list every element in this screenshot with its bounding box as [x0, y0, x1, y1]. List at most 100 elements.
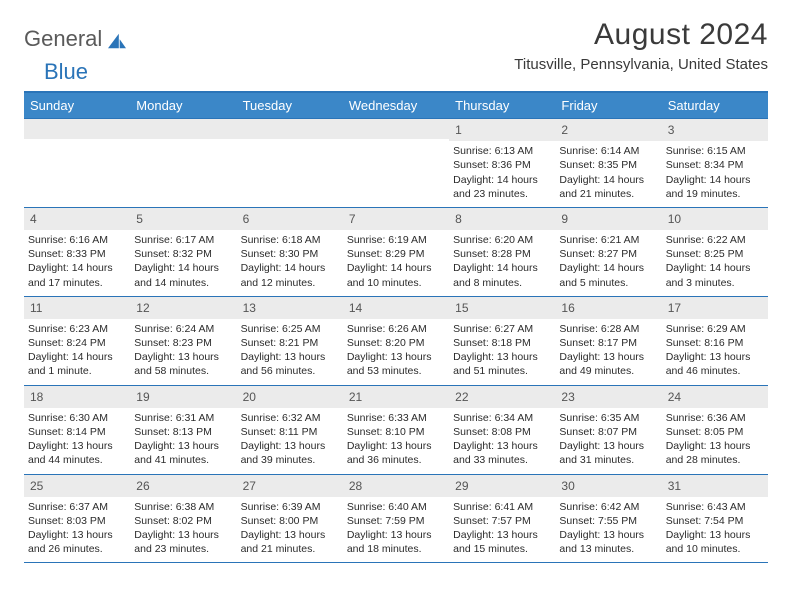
day-info-line: Sunset: 8:32 PM	[134, 247, 232, 261]
day-info-line: Sunset: 8:18 PM	[453, 336, 551, 350]
day-number: 7	[343, 208, 449, 230]
day-info-line: Sunrise: 6:20 AM	[453, 233, 551, 247]
weekday-header: Wednesday	[343, 93, 449, 118]
day-info-line: Sunset: 8:29 PM	[347, 247, 445, 261]
day-info-line: and 21 minutes.	[241, 542, 339, 556]
day-info-line: and 18 minutes.	[347, 542, 445, 556]
day-content: Sunrise: 6:13 AMSunset: 8:36 PMDaylight:…	[449, 144, 555, 207]
day-info-line: Sunrise: 6:35 AM	[559, 411, 657, 425]
day-content: Sunrise: 6:22 AMSunset: 8:25 PMDaylight:…	[662, 233, 768, 296]
day-info-line: Sunrise: 6:32 AM	[241, 411, 339, 425]
day-info-line: Sunset: 8:24 PM	[28, 336, 126, 350]
brand-part1: General	[24, 26, 102, 52]
day-info-line: and 23 minutes.	[453, 187, 551, 201]
day-info-line: and 51 minutes.	[453, 364, 551, 378]
day-info-line: and 41 minutes.	[134, 453, 232, 467]
day-content	[237, 142, 343, 148]
day-info-line: and 53 minutes.	[347, 364, 445, 378]
day-cell: 11Sunrise: 6:23 AMSunset: 8:24 PMDayligh…	[24, 297, 130, 385]
day-number: 2	[555, 119, 661, 141]
day-info-line: Daylight: 13 hours	[347, 439, 445, 453]
weekday-header: Saturday	[662, 93, 768, 118]
day-cell: 4Sunrise: 6:16 AMSunset: 8:33 PMDaylight…	[24, 208, 130, 296]
day-info-line: Sunset: 8:35 PM	[559, 158, 657, 172]
day-info-line: Sunset: 8:20 PM	[347, 336, 445, 350]
day-content: Sunrise: 6:36 AMSunset: 8:05 PMDaylight:…	[662, 411, 768, 474]
day-content	[24, 142, 130, 148]
day-content: Sunrise: 6:23 AMSunset: 8:24 PMDaylight:…	[24, 322, 130, 385]
day-number: 22	[449, 386, 555, 408]
day-content: Sunrise: 6:42 AMSunset: 7:55 PMDaylight:…	[555, 500, 661, 563]
day-info-line: Sunset: 7:57 PM	[453, 514, 551, 528]
day-info-line: Sunrise: 6:25 AM	[241, 322, 339, 336]
day-info-line: Daylight: 13 hours	[241, 439, 339, 453]
day-info-line: Sunrise: 6:16 AM	[28, 233, 126, 247]
day-info-line: Sunrise: 6:27 AM	[453, 322, 551, 336]
day-info-line: Sunset: 8:21 PM	[241, 336, 339, 350]
day-info-line: and 10 minutes.	[666, 542, 764, 556]
day-content: Sunrise: 6:17 AMSunset: 8:32 PMDaylight:…	[130, 233, 236, 296]
day-cell: 26Sunrise: 6:38 AMSunset: 8:02 PMDayligh…	[130, 475, 236, 563]
weekday-header: Monday	[130, 93, 236, 118]
day-info-line: Daylight: 14 hours	[666, 261, 764, 275]
day-info-line: Sunrise: 6:24 AM	[134, 322, 232, 336]
brand-part2: Blue	[44, 59, 88, 85]
day-info-line: Daylight: 14 hours	[241, 261, 339, 275]
day-info-line: Sunrise: 6:22 AM	[666, 233, 764, 247]
day-cell: 27Sunrise: 6:39 AMSunset: 8:00 PMDayligh…	[237, 475, 343, 563]
day-info-line: and 39 minutes.	[241, 453, 339, 467]
day-cell: 9Sunrise: 6:21 AMSunset: 8:27 PMDaylight…	[555, 208, 661, 296]
day-info-line: Daylight: 13 hours	[347, 528, 445, 542]
day-info-line: Sunset: 8:34 PM	[666, 158, 764, 172]
day-info-line: Sunrise: 6:30 AM	[28, 411, 126, 425]
day-info-line: Sunset: 8:16 PM	[666, 336, 764, 350]
day-content: Sunrise: 6:34 AMSunset: 8:08 PMDaylight:…	[449, 411, 555, 474]
day-info-line: Sunrise: 6:23 AM	[28, 322, 126, 336]
day-info-line: Sunset: 8:36 PM	[453, 158, 551, 172]
day-info-line: and 28 minutes.	[666, 453, 764, 467]
day-info-line: and 26 minutes.	[28, 542, 126, 556]
day-content: Sunrise: 6:38 AMSunset: 8:02 PMDaylight:…	[130, 500, 236, 563]
day-info-line: Daylight: 13 hours	[453, 528, 551, 542]
day-content: Sunrise: 6:41 AMSunset: 7:57 PMDaylight:…	[449, 500, 555, 563]
day-cell: 22 Sunrise: 6:34 AMSunset: 8:08 PMDayligh…	[449, 386, 555, 474]
day-info-line: Daylight: 13 hours	[666, 350, 764, 364]
day-content: Sunrise: 6:19 AMSunset: 8:29 PMDaylight:…	[343, 233, 449, 296]
day-cell: 31Sunrise: 6:43 AMSunset: 7:54 PMDayligh…	[662, 475, 768, 563]
day-info-line: and 8 minutes.	[453, 276, 551, 290]
day-content: Sunrise: 6:18 AMSunset: 8:30 PMDaylight:…	[237, 233, 343, 296]
day-info-line: Sunset: 8:11 PM	[241, 425, 339, 439]
day-number: 15	[449, 297, 555, 319]
month-title: August 2024	[514, 18, 768, 52]
day-number: 21	[343, 386, 449, 408]
day-info-line: Daylight: 14 hours	[134, 261, 232, 275]
day-info-line: Sunrise: 6:26 AM	[347, 322, 445, 336]
day-info-line: Daylight: 13 hours	[28, 528, 126, 542]
day-info-line: and 58 minutes.	[134, 364, 232, 378]
day-number: 23	[555, 386, 661, 408]
day-number: 28	[343, 475, 449, 497]
day-info-line: Sunset: 8:14 PM	[28, 425, 126, 439]
day-info-line: Sunset: 8:25 PM	[666, 247, 764, 261]
day-info-line: Daylight: 14 hours	[347, 261, 445, 275]
day-info-line: Sunrise: 6:37 AM	[28, 500, 126, 514]
day-content: Sunrise: 6:16 AMSunset: 8:33 PMDaylight:…	[24, 233, 130, 296]
week-row: 11Sunrise: 6:23 AMSunset: 8:24 PMDayligh…	[24, 297, 768, 386]
day-cell: 1Sunrise: 6:13 AMSunset: 8:36 PMDaylight…	[449, 119, 555, 207]
day-info-line: Sunset: 8:07 PM	[559, 425, 657, 439]
day-info-line: Daylight: 13 hours	[134, 350, 232, 364]
day-info-line: Sunset: 8:03 PM	[28, 514, 126, 528]
day-cell: 19Sunrise: 6:31 AMSunset: 8:13 PMDayligh…	[130, 386, 236, 474]
day-info-line: Sunrise: 6:17 AM	[134, 233, 232, 247]
day-info-line: Sunrise: 6:29 AM	[666, 322, 764, 336]
day-info-line: Daylight: 14 hours	[453, 173, 551, 187]
day-info-line: and 15 minutes.	[453, 542, 551, 556]
day-info-line: Sunset: 8:33 PM	[28, 247, 126, 261]
day-info-line: and 1 minute.	[28, 364, 126, 378]
day-info-line: Sunrise: 6:18 AM	[241, 233, 339, 247]
day-info-line: Sunrise: 6:40 AM	[347, 500, 445, 514]
day-info-line: Daylight: 14 hours	[559, 173, 657, 187]
day-info-line: and 21 minutes.	[559, 187, 657, 201]
day-content: Sunrise: 6:37 AMSunset: 8:03 PMDaylight:…	[24, 500, 130, 563]
day-info-line: Sunrise: 6:13 AM	[453, 144, 551, 158]
